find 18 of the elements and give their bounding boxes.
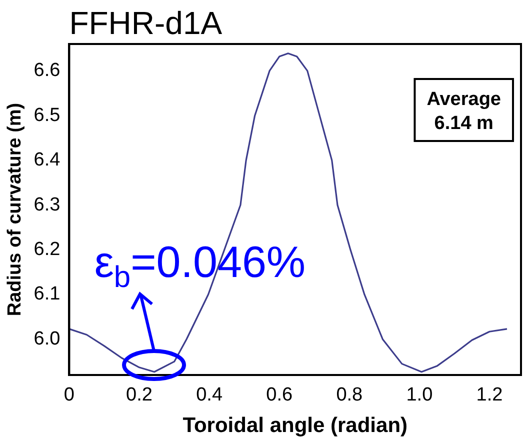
y-tick-label: 6.5 — [34, 104, 60, 126]
chart-title: FFHR-d1A — [69, 5, 223, 41]
x-tick-label: 0.8 — [336, 384, 363, 406]
x-tick-label: 0 — [64, 384, 74, 406]
x-tick-label: 0.6 — [266, 384, 293, 406]
y-tick-label: 6.6 — [34, 60, 60, 82]
x-tick-label: 0.2 — [126, 384, 152, 406]
y-tick-label: 6.2 — [34, 238, 60, 260]
y-axis-title: Radius of curvature (m) — [4, 102, 26, 316]
y-tick-label: 6.4 — [34, 150, 61, 171]
y-tick-label: 6.0 — [34, 328, 60, 350]
y-tick-label: 6.1 — [34, 284, 60, 305]
x-tick-label: 1.0 — [406, 384, 433, 406]
x-tick-label: 1.2 — [476, 384, 503, 406]
y-tick-label: 6.3 — [34, 194, 60, 216]
annotation: Average 6.14 m — [426, 89, 502, 134]
x-axis-title: Toroidal angle (radian) — [182, 414, 408, 438]
x-tick-label: 0.4 — [196, 384, 223, 406]
